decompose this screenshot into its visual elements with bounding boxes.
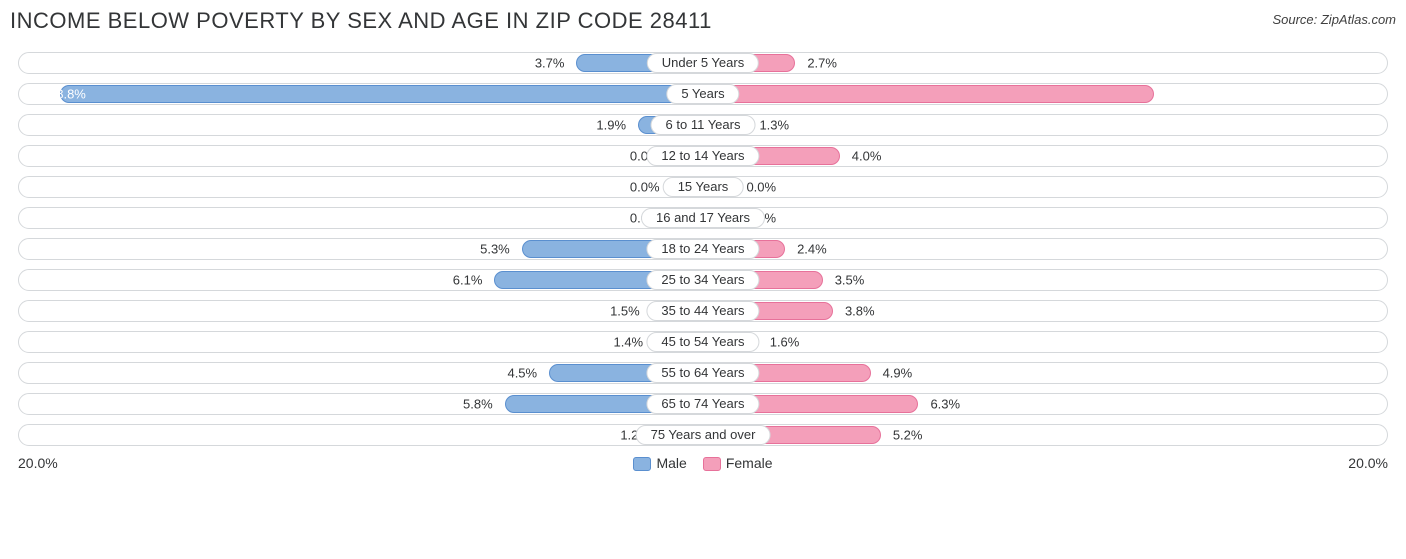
legend-female: Female (703, 455, 773, 471)
male-value-label: 3.7% (535, 56, 565, 71)
male-value-label: 1.9% (596, 118, 626, 133)
male-value-label: 1.5% (610, 304, 640, 319)
chart-row: 16 and 17 Years0.0%0.0% (18, 207, 1388, 229)
category-label: Under 5 Years (647, 53, 759, 73)
female-value-label: 6.3% (930, 397, 960, 412)
legend-male: Male (633, 455, 686, 471)
category-label: 5 Years (666, 84, 739, 104)
male-value-label: 5.3% (480, 242, 510, 257)
female-value-label: 2.4% (797, 242, 827, 257)
category-label: 18 to 24 Years (646, 239, 759, 259)
female-value-label: 4.0% (852, 149, 882, 164)
male-bar (60, 85, 703, 103)
male-value-label: 4.5% (507, 366, 537, 381)
chart-row: Under 5 Years 3.7% 2.7% (18, 52, 1388, 74)
category-label: 6 to 11 Years (651, 115, 756, 135)
chart-row: 45 to 54 Years1.4% 1.6% (18, 331, 1388, 353)
chart-footer: 20.0% Male Female 20.0% (18, 455, 1388, 471)
female-value-label: 13.2% (1320, 87, 1357, 102)
chart-row: 35 to 44 Years 1.5% 3.8% (18, 300, 1388, 322)
source-attribution: Source: ZipAtlas.com (1272, 8, 1396, 27)
category-label: 15 Years (663, 177, 744, 197)
female-value-label: 2.7% (807, 56, 837, 71)
female-value-label: 3.5% (835, 273, 865, 288)
category-label: 45 to 54 Years (646, 332, 759, 352)
male-swatch-icon (633, 457, 651, 471)
axis-max-right: 20.0% (1348, 455, 1388, 471)
legend-male-label: Male (656, 455, 686, 471)
chart-row: 5 Years 18.8% 13.2% (18, 83, 1388, 105)
diverging-bar-chart: Under 5 Years 3.7% 2.7% 5 Years 18.8% 13.2% 6 … (18, 52, 1388, 446)
chart-container: INCOME BELOW POVERTY BY SEX AND AGE IN Z… (0, 0, 1406, 477)
female-value-label: 1.3% (759, 118, 789, 133)
male-value-label: 5.8% (463, 397, 493, 412)
legend-female-label: Female (726, 455, 773, 471)
legend: Male Female (58, 455, 1349, 471)
chart-row: 6 to 11 Years 1.9% 1.3% (18, 114, 1388, 136)
category-label: 16 and 17 Years (641, 208, 765, 228)
male-value-label: 6.1% (453, 273, 483, 288)
female-swatch-icon (703, 457, 721, 471)
female-value-label: 3.8% (845, 304, 875, 319)
chart-row: 25 to 34 Years 6.1% 3.5% (18, 269, 1388, 291)
category-label: 25 to 34 Years (646, 270, 759, 290)
female-value-label: 4.9% (883, 366, 913, 381)
female-bar (703, 85, 1154, 103)
category-label: 75 Years and over (636, 425, 771, 445)
header: INCOME BELOW POVERTY BY SEX AND AGE IN Z… (10, 8, 1396, 34)
chart-row: 65 to 74 Years 5.8% 6.3% (18, 393, 1388, 415)
chart-row: 15 Years0.0% 0.0% (18, 176, 1388, 198)
category-label: 35 to 44 Years (646, 301, 759, 321)
male-value-label: 18.8% (49, 87, 86, 102)
category-label: 65 to 74 Years (646, 394, 759, 414)
category-label: 12 to 14 Years (646, 146, 759, 166)
male-value-label: 0.0% (630, 180, 660, 195)
female-value-label: 0.0% (746, 180, 776, 195)
category-label: 55 to 64 Years (646, 363, 759, 383)
axis-max-left: 20.0% (18, 455, 58, 471)
chart-row: 75 Years and over1.2%5.2% (18, 424, 1388, 446)
chart-title: INCOME BELOW POVERTY BY SEX AND AGE IN Z… (10, 8, 712, 34)
male-value-label: 1.4% (613, 335, 643, 350)
female-value-label: 5.2% (893, 428, 923, 443)
chart-row: 55 to 64 Years 4.5% 4.9% (18, 362, 1388, 384)
chart-row: 18 to 24 Years 5.3% 2.4% (18, 238, 1388, 260)
chart-row: 12 to 14 Years0.0%4.0% (18, 145, 1388, 167)
female-value-label: 1.6% (770, 335, 800, 350)
